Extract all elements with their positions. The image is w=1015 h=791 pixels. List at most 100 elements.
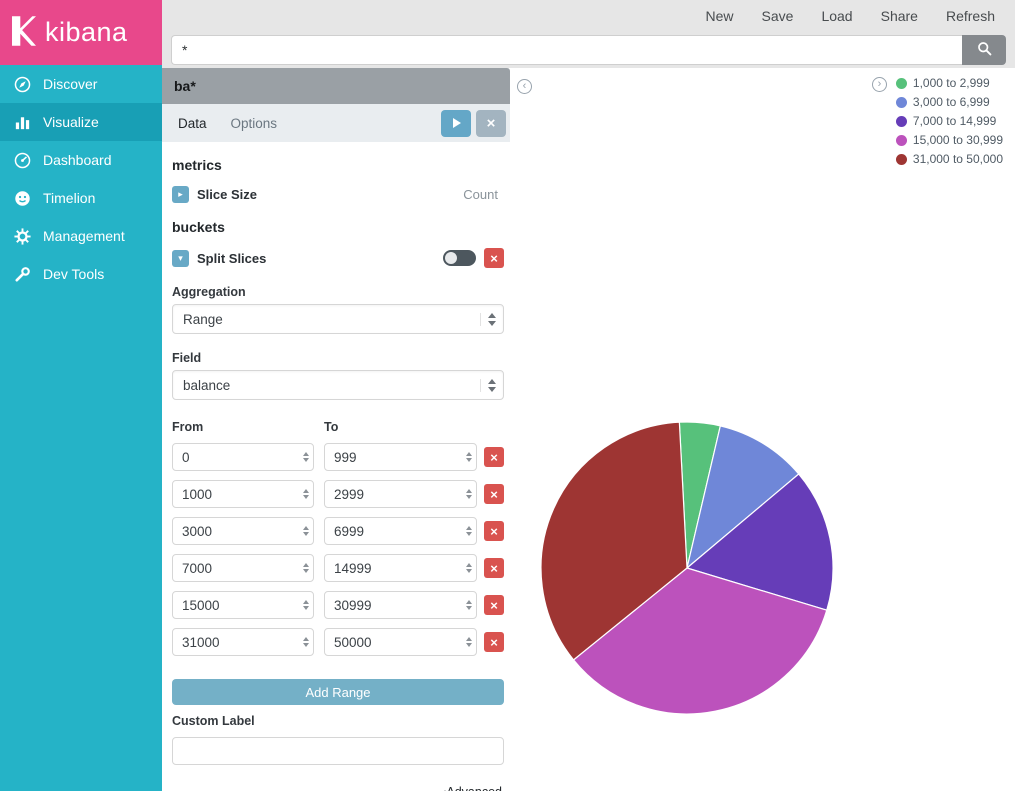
chevron-down-icon[interactable]: ▾ bbox=[172, 249, 189, 267]
field-selected-value: balance bbox=[183, 377, 231, 393]
range-from-input[interactable] bbox=[172, 628, 314, 656]
devtools-wrench-icon bbox=[13, 265, 32, 284]
legend-label: 3,000 to 6,999 bbox=[912, 95, 990, 109]
enable-bucket-toggle[interactable] bbox=[443, 250, 476, 266]
range-to-input[interactable] bbox=[324, 480, 477, 508]
remove-range-button[interactable]: × bbox=[484, 447, 504, 467]
number-stepper-icon[interactable] bbox=[303, 637, 309, 647]
split-slices-row[interactable]: ▾ Split Slices × bbox=[172, 248, 504, 268]
sidebar-item-management[interactable]: Management bbox=[0, 217, 162, 255]
tab-options[interactable]: Options bbox=[230, 115, 278, 131]
remove-range-button[interactable]: × bbox=[484, 521, 504, 541]
sidebar-item-discover[interactable]: Discover bbox=[0, 65, 162, 103]
legend-item[interactable]: 31,000 to 50,000 bbox=[895, 152, 1003, 166]
range-row: × bbox=[172, 554, 504, 582]
advanced-toggle[interactable]: ◂Advanced bbox=[172, 785, 504, 791]
remove-range-button[interactable]: × bbox=[484, 632, 504, 652]
range-to-input[interactable] bbox=[324, 443, 477, 471]
number-stepper-icon[interactable] bbox=[466, 637, 472, 647]
range-row: × bbox=[172, 443, 504, 471]
menu-load[interactable]: Load bbox=[821, 8, 853, 24]
range-row: × bbox=[172, 517, 504, 545]
number-stepper-icon[interactable] bbox=[466, 563, 472, 573]
play-icon bbox=[453, 118, 461, 128]
sidebar-item-dashboard[interactable]: Dashboard bbox=[0, 141, 162, 179]
pie-slice[interactable] bbox=[686, 425, 800, 570]
remove-range-button[interactable]: × bbox=[484, 595, 504, 615]
number-stepper-icon[interactable] bbox=[466, 600, 472, 610]
tab-data[interactable]: Data bbox=[178, 115, 207, 131]
pie-slice[interactable] bbox=[540, 421, 688, 661]
number-stepper-icon[interactable] bbox=[303, 489, 309, 499]
range-to-input[interactable] bbox=[324, 517, 477, 545]
range-to-input[interactable] bbox=[324, 554, 477, 582]
legend-toggle-chevron-right-icon[interactable]: › bbox=[871, 77, 887, 92]
sidebar-item-visualize[interactable]: Visualize bbox=[0, 103, 162, 141]
number-stepper-icon[interactable] bbox=[466, 489, 472, 499]
pie-chart[interactable] bbox=[537, 418, 837, 718]
sidebar-item-label: Timelion bbox=[43, 190, 96, 206]
menu-save[interactable]: Save bbox=[761, 8, 794, 24]
range-from-input[interactable] bbox=[172, 480, 314, 508]
number-stepper-icon[interactable] bbox=[303, 526, 309, 536]
number-stepper-icon[interactable] bbox=[466, 452, 472, 462]
pie-slice[interactable] bbox=[685, 473, 834, 611]
kibana-logo[interactable]: kibana bbox=[0, 0, 162, 65]
close-icon: × bbox=[486, 114, 496, 132]
timelion-icon bbox=[13, 189, 32, 208]
caret-left-icon: ◂ bbox=[441, 787, 446, 791]
editor-tabs: Data Options × bbox=[162, 104, 510, 142]
legend-swatch bbox=[895, 77, 907, 89]
range-from-input[interactable] bbox=[172, 443, 314, 471]
menu-new[interactable]: New bbox=[705, 8, 734, 24]
remove-range-button[interactable]: × bbox=[484, 484, 504, 504]
sidebar-item-dev-tools[interactable]: Dev Tools bbox=[0, 255, 162, 293]
custom-label-input[interactable] bbox=[172, 737, 504, 765]
toggle-knob bbox=[445, 252, 457, 264]
number-stepper-icon[interactable] bbox=[466, 526, 472, 536]
number-stepper-icon[interactable] bbox=[303, 452, 309, 462]
slice-size-value: Count bbox=[463, 187, 498, 202]
range-from-input[interactable] bbox=[172, 517, 314, 545]
visualization-canvas: ‹ › 1,000 to 2,999 3,000 to 6,999 7,000 … bbox=[510, 68, 1015, 791]
legend-item[interactable]: 1,000 to 2,999 bbox=[895, 76, 1003, 90]
slice-size-row[interactable]: ▸ Slice Size Count bbox=[172, 186, 504, 203]
apply-changes-button[interactable] bbox=[441, 109, 471, 137]
remove-bucket-button[interactable]: × bbox=[484, 248, 504, 268]
custom-label-heading: Custom Label bbox=[172, 714, 255, 728]
legend-item[interactable]: 3,000 to 6,999 bbox=[895, 95, 1003, 109]
legend-item[interactable]: 7,000 to 14,999 bbox=[895, 114, 1003, 128]
range-row: × bbox=[172, 628, 504, 656]
legend-swatch bbox=[895, 115, 907, 127]
legend-swatch bbox=[895, 134, 907, 146]
kibana-logo-text: kibana bbox=[45, 17, 128, 47]
number-stepper-icon[interactable] bbox=[303, 600, 309, 610]
kibana-logo-mark-icon bbox=[12, 16, 36, 49]
aggregation-select[interactable]: Range bbox=[172, 304, 504, 334]
range-to-input[interactable] bbox=[324, 591, 477, 619]
sidebar-item-timelion[interactable]: Timelion bbox=[0, 179, 162, 217]
number-stepper-icon[interactable] bbox=[303, 563, 309, 573]
search-submit-button[interactable] bbox=[962, 35, 1006, 65]
range-to-input[interactable] bbox=[324, 628, 477, 656]
range-from-input[interactable] bbox=[172, 591, 314, 619]
menu-share[interactable]: Share bbox=[880, 8, 918, 24]
search-icon bbox=[976, 40, 993, 60]
chevron-right-icon[interactable]: ▸ bbox=[172, 186, 189, 203]
search-query-input[interactable] bbox=[171, 35, 962, 65]
field-select[interactable]: balance bbox=[172, 370, 504, 400]
discard-changes-button[interactable]: × bbox=[476, 109, 506, 137]
top-menu: New Save Load Share Refresh bbox=[162, 0, 1015, 32]
aggregation-selected-value: Range bbox=[183, 311, 223, 327]
menu-refresh[interactable]: Refresh bbox=[945, 8, 995, 24]
range-from-input[interactable] bbox=[172, 554, 314, 582]
legend-item[interactable]: 15,000 to 30,999 bbox=[895, 133, 1003, 147]
aggregation-label: Aggregation bbox=[172, 285, 246, 299]
add-range-button[interactable]: Add Range bbox=[172, 679, 504, 705]
collapse-editor-chevron-left-icon[interactable]: ‹ bbox=[517, 79, 532, 94]
pie-slice[interactable] bbox=[572, 567, 828, 715]
remove-range-button[interactable]: × bbox=[484, 558, 504, 578]
management-gear-icon bbox=[13, 227, 32, 246]
top-chrome: New Save Load Share Refresh bbox=[162, 0, 1015, 68]
